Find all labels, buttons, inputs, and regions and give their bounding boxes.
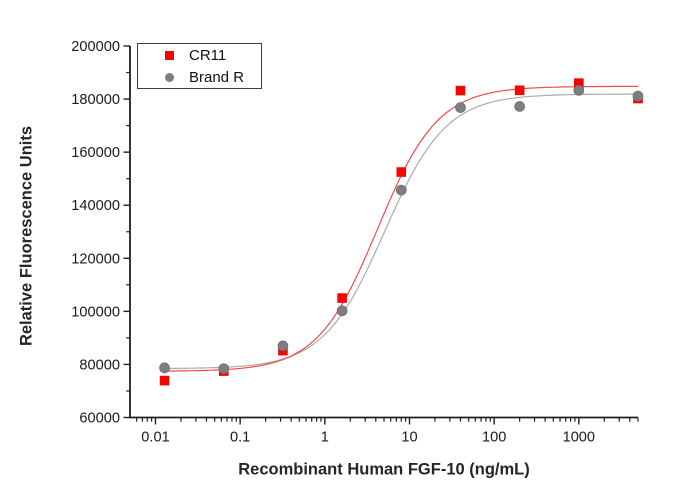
brand-r-data-point [455, 102, 466, 113]
brand-r-data-point [514, 101, 525, 112]
y-tick-label: 180000 [71, 92, 120, 108]
legend-label-cr11: CR11 [189, 46, 227, 64]
brand-r-data-point [277, 340, 289, 352]
brand-r-data-point [159, 362, 170, 374]
y-axis-title: Relative Fluorescence Units [17, 125, 36, 347]
red-square-marker-icon [165, 50, 174, 60]
legend: CR11 Brand R [137, 43, 262, 89]
brand-r-data-point [395, 184, 407, 196]
x-axis-title: Recombinant Human FGF-10 (ng/mL) [238, 460, 530, 479]
brand-r-data-point [573, 84, 585, 96]
x-tick-label: 0.01 [141, 430, 169, 446]
x-tick-label: 1 [321, 430, 329, 446]
cr11-data-point [455, 85, 466, 96]
x-tick-label: 1000 [563, 430, 595, 446]
y-tick-label: 100000 [71, 304, 120, 320]
y-tick-label: 120000 [71, 251, 120, 267]
cr11-data-point [396, 167, 407, 177]
brand-r-data-point [218, 363, 230, 375]
y-tick-label: 140000 [71, 198, 120, 214]
y-tick-label: 200000 [71, 39, 120, 55]
cr11-data-point [337, 293, 347, 303]
cr11-fit-curve [164, 85, 638, 372]
y-tick-label: 80000 [79, 357, 120, 373]
cr11-data-point [574, 78, 584, 88]
legend-label-brand-r: Brand R [189, 68, 245, 86]
y-tick-label: 60000 [79, 411, 120, 427]
gray-circle-marker-icon [165, 72, 174, 82]
legend-item-cr11: CR11 [165, 46, 261, 65]
x-tick-label: 100 [482, 430, 506, 446]
brand-r-data-point [632, 90, 644, 102]
x-tick-label: 10 [401, 430, 417, 446]
cr11-data-point [514, 85, 525, 96]
x-tick-label: 0.1 [230, 430, 250, 446]
brand-r-data-point [336, 305, 348, 317]
cr11-data-point [159, 375, 170, 386]
brand-r-fit-curve [164, 93, 638, 370]
legend-item-brand-r: Brand R [165, 68, 261, 87]
y-tick-label: 160000 [71, 145, 120, 161]
